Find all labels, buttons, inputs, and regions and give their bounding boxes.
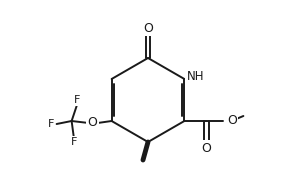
Text: F: F — [48, 119, 54, 129]
Text: F: F — [73, 95, 80, 105]
Text: F: F — [71, 137, 77, 147]
Text: O: O — [143, 22, 153, 35]
Text: O: O — [201, 142, 211, 155]
Text: NH: NH — [187, 69, 204, 82]
Text: O: O — [227, 114, 237, 127]
Text: O: O — [88, 116, 98, 130]
